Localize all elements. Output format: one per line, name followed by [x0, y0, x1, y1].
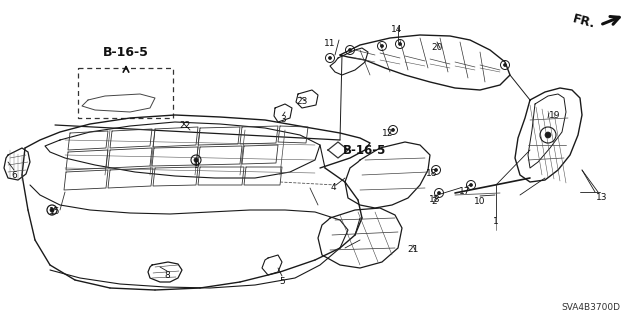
Text: 17: 17: [460, 188, 471, 197]
Text: 18: 18: [429, 195, 441, 204]
Circle shape: [381, 44, 383, 48]
Text: 1: 1: [493, 218, 499, 226]
Circle shape: [392, 129, 394, 131]
Text: 18: 18: [426, 169, 438, 179]
Circle shape: [435, 168, 438, 172]
Circle shape: [349, 48, 351, 51]
Text: FR.: FR.: [572, 13, 597, 31]
Text: 22: 22: [179, 122, 191, 130]
Text: 3: 3: [280, 115, 286, 124]
Circle shape: [438, 191, 440, 195]
Circle shape: [194, 158, 198, 162]
Text: 20: 20: [431, 42, 443, 51]
Text: 4: 4: [330, 183, 336, 192]
Bar: [78, 68, 173, 118]
Circle shape: [545, 132, 551, 138]
Text: 14: 14: [391, 26, 403, 34]
Text: 11: 11: [324, 39, 336, 48]
Text: 13: 13: [596, 192, 608, 202]
Text: 10: 10: [474, 197, 486, 205]
Circle shape: [328, 56, 332, 60]
Circle shape: [399, 42, 401, 46]
Text: 19: 19: [549, 112, 561, 121]
Circle shape: [504, 63, 506, 66]
Text: 15: 15: [49, 207, 61, 217]
Circle shape: [50, 208, 54, 212]
Text: 9: 9: [193, 160, 199, 169]
Text: 2: 2: [431, 197, 437, 205]
Text: 8: 8: [164, 271, 170, 280]
Text: 12: 12: [382, 129, 394, 137]
Text: 23: 23: [296, 98, 308, 107]
Text: SVA4B3700D: SVA4B3700D: [561, 303, 620, 313]
Text: 6: 6: [11, 170, 17, 180]
Text: 21: 21: [407, 246, 419, 255]
Text: B-16-5: B-16-5: [103, 46, 149, 58]
Text: B-16-5: B-16-5: [343, 144, 387, 157]
Text: 5: 5: [279, 277, 285, 286]
Circle shape: [470, 183, 472, 187]
